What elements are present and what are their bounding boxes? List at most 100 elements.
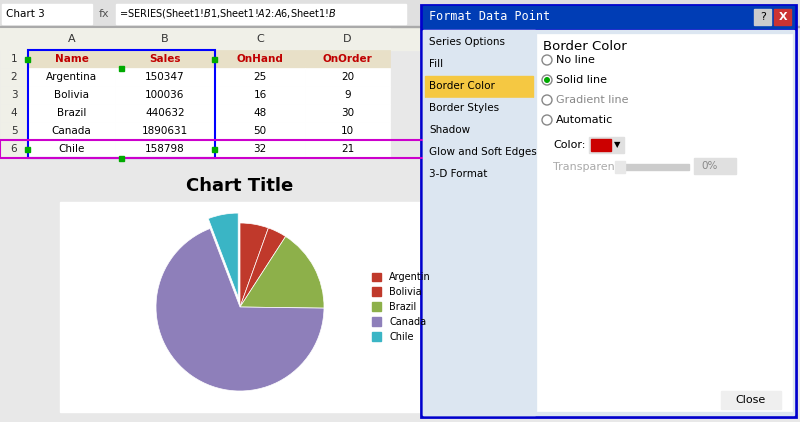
Bar — [425, 98, 533, 119]
Bar — [423, 30, 535, 415]
Bar — [215, 68, 305, 86]
Bar — [28, 50, 215, 158]
Bar — [0, 86, 28, 104]
Bar — [115, 50, 215, 68]
Bar — [115, 86, 215, 104]
Text: 48: 48 — [254, 108, 266, 118]
Title: Chart Title: Chart Title — [186, 177, 294, 195]
Bar — [215, 50, 305, 68]
Wedge shape — [208, 213, 238, 297]
Text: fx: fx — [98, 9, 110, 19]
Text: Automatic: Automatic — [556, 115, 614, 125]
Bar — [2, 4, 92, 24]
Bar — [305, 50, 390, 68]
Bar — [421, 5, 796, 417]
Bar — [305, 140, 390, 158]
Text: Border Styles: Border Styles — [429, 103, 499, 113]
Bar — [423, 6, 794, 28]
Text: 20: 20 — [341, 72, 354, 82]
Legend: Argentin, Bolivia, Brazil, Canada, Chile: Argentin, Bolivia, Brazil, Canada, Chile — [368, 268, 434, 346]
Bar — [0, 0, 800, 27]
Bar — [0, 28, 28, 50]
Bar — [0, 28, 430, 50]
Text: Transparency:: Transparency: — [553, 162, 630, 172]
Bar — [425, 54, 533, 75]
Text: Border Color: Border Color — [429, 81, 495, 91]
Bar — [215, 86, 305, 104]
Bar — [694, 158, 736, 174]
Text: Format Data Point: Format Data Point — [429, 11, 550, 24]
Bar — [215, 140, 305, 158]
Circle shape — [542, 75, 552, 85]
Text: 10: 10 — [341, 126, 354, 136]
Text: Shadow: Shadow — [429, 125, 470, 135]
Bar — [423, 30, 794, 415]
Text: 25: 25 — [254, 72, 266, 82]
Text: 5: 5 — [10, 126, 18, 136]
Text: 30: 30 — [341, 108, 354, 118]
Bar — [774, 9, 791, 25]
Bar — [215, 28, 305, 50]
Bar — [425, 76, 533, 97]
Circle shape — [542, 55, 552, 65]
Text: 3-D Format: 3-D Format — [429, 169, 487, 179]
Text: Fill: Fill — [429, 59, 443, 69]
Text: 100036: 100036 — [146, 90, 185, 100]
Bar — [0, 104, 28, 122]
Text: 21: 21 — [341, 144, 354, 154]
Text: OnHand: OnHand — [237, 54, 283, 64]
Bar — [589, 137, 624, 153]
Text: A: A — [68, 34, 75, 44]
Text: 9: 9 — [344, 90, 351, 100]
Wedge shape — [240, 236, 324, 308]
Bar — [212, 57, 217, 62]
Text: Brazil: Brazil — [57, 108, 86, 118]
Text: 3: 3 — [10, 90, 18, 100]
Text: B: B — [161, 34, 169, 44]
Text: Glow and Soft Edges: Glow and Soft Edges — [429, 147, 537, 157]
Wedge shape — [240, 223, 268, 307]
Text: OnOrder: OnOrder — [322, 54, 372, 64]
Text: 1: 1 — [10, 54, 18, 64]
Bar — [305, 68, 390, 86]
Text: Border Color: Border Color — [543, 40, 626, 52]
Text: 4: 4 — [10, 108, 18, 118]
Text: Bolivia: Bolivia — [54, 90, 89, 100]
Text: 50: 50 — [254, 126, 266, 136]
Bar — [119, 65, 124, 70]
Text: Gradient line: Gradient line — [556, 95, 629, 105]
Bar — [425, 164, 533, 185]
Bar — [25, 147, 30, 152]
Bar — [94, 4, 114, 24]
Bar — [60, 202, 420, 412]
Text: 6: 6 — [10, 144, 18, 154]
Text: Sales: Sales — [150, 54, 181, 64]
Text: Solid line: Solid line — [556, 75, 607, 85]
Bar — [305, 122, 390, 140]
Bar — [28, 50, 115, 68]
Bar — [119, 155, 124, 160]
Bar — [754, 9, 771, 25]
Bar — [0, 68, 28, 86]
Text: No line: No line — [556, 55, 595, 65]
Text: X: X — [778, 12, 787, 22]
Text: ?: ? — [760, 12, 766, 22]
Bar — [615, 161, 625, 173]
Bar — [425, 142, 533, 163]
Text: ▼: ▼ — [614, 141, 620, 149]
Bar — [305, 104, 390, 122]
Bar — [215, 122, 305, 140]
Text: Argentina: Argentina — [46, 72, 97, 82]
Bar — [28, 122, 115, 140]
Bar — [115, 28, 215, 50]
Text: Chart 3: Chart 3 — [6, 9, 45, 19]
Text: C: C — [256, 34, 264, 44]
Bar — [619, 164, 689, 170]
Bar — [0, 140, 430, 158]
Wedge shape — [156, 228, 324, 391]
Bar — [28, 68, 115, 86]
Bar — [115, 140, 215, 158]
Text: 16: 16 — [254, 90, 266, 100]
Text: Name: Name — [54, 54, 89, 64]
Text: 2: 2 — [10, 72, 18, 82]
